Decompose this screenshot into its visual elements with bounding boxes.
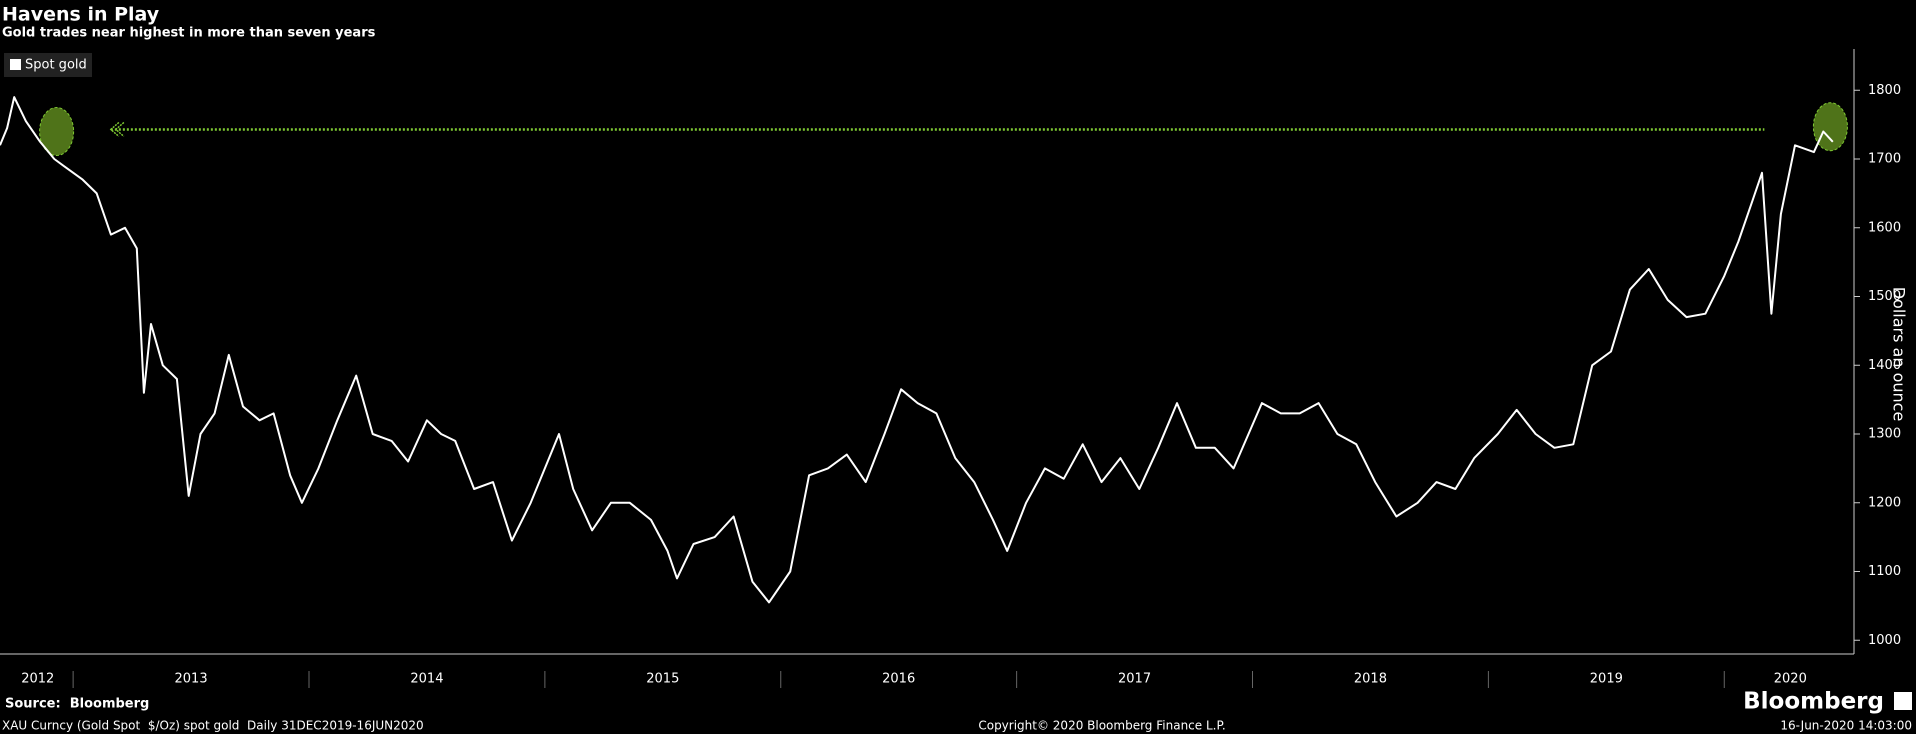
y-tick-label: 1500 (1868, 289, 1901, 304)
y-tick-label: 1000 (1868, 633, 1901, 648)
legend-label: Spot gold (25, 58, 87, 73)
x-tick-label: 2020 (1774, 672, 1807, 687)
series-line (0, 96, 1834, 604)
y-tick-label: 1800 (1868, 83, 1901, 98)
source: Source: Bloomberg (5, 697, 149, 712)
brand-icon (1894, 692, 1912, 710)
footer-left: XAU Curncy (Gold Spot $/Oz) spot gold Da… (2, 719, 424, 733)
highlight (39, 107, 75, 156)
chart-subtitle: Gold trades near highest in more than se… (2, 26, 376, 41)
y-tick-label: 1600 (1868, 220, 1901, 235)
y-tick-label: 1700 (1868, 152, 1901, 167)
x-tick-label: 2019 (1590, 672, 1623, 687)
x-tick-label: 2013 (175, 672, 208, 687)
reference-arrowhead (109, 121, 120, 138)
legend-swatch (10, 59, 21, 70)
y-tick-label: 1400 (1868, 358, 1901, 373)
x-tick-label: 2012 (21, 672, 54, 687)
brand: Bloomberg (1743, 689, 1884, 715)
reference-arrowhead (114, 121, 125, 138)
x-tick-label: 2015 (646, 672, 679, 687)
x-tick-label: 2017 (1118, 672, 1151, 687)
footer-right: 16-Jun-2020 14:03:00 (1780, 719, 1912, 733)
x-tick-label: 2016 (882, 672, 915, 687)
y-tick-label: 1100 (1868, 564, 1901, 579)
y-tick-label: 1300 (1868, 427, 1901, 442)
x-tick-label: 2014 (410, 672, 443, 687)
y-axis-label: Dollars an ounce (1890, 287, 1909, 422)
chart-title: Havens in Play (2, 4, 160, 26)
highlight (1812, 102, 1848, 152)
y-tick-label: 1200 (1868, 495, 1901, 510)
footer-center: Copyright© 2020 Bloomberg Finance L.P. (978, 719, 1225, 733)
x-tick-label: 2018 (1354, 672, 1387, 687)
